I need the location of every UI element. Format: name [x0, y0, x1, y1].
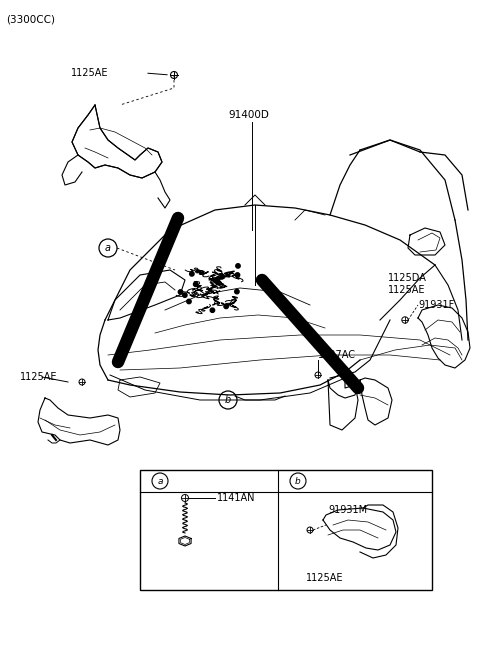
Text: 91400D: 91400D	[228, 110, 269, 120]
Circle shape	[190, 272, 194, 276]
Text: 91931M: 91931M	[328, 505, 367, 515]
Circle shape	[235, 273, 240, 277]
Text: (3300CC): (3300CC)	[6, 14, 55, 24]
Circle shape	[187, 299, 191, 304]
Text: 91931F: 91931F	[418, 300, 454, 310]
Text: b: b	[295, 476, 301, 485]
Circle shape	[220, 274, 224, 279]
Circle shape	[235, 289, 239, 294]
Circle shape	[193, 282, 198, 287]
Text: 1125AE: 1125AE	[388, 285, 425, 295]
Circle shape	[183, 293, 187, 297]
Text: 1141AN: 1141AN	[217, 493, 255, 503]
Text: 1125DA: 1125DA	[388, 273, 427, 283]
Text: 1125AE: 1125AE	[71, 68, 108, 78]
Circle shape	[178, 290, 183, 294]
Circle shape	[210, 308, 215, 312]
Text: a: a	[157, 476, 163, 485]
Text: b: b	[225, 395, 231, 405]
Circle shape	[216, 280, 220, 285]
Text: 1125AE: 1125AE	[20, 372, 58, 382]
Text: a: a	[105, 243, 111, 253]
Text: 1125AE: 1125AE	[306, 573, 344, 583]
Bar	[140, 470, 432, 590]
Circle shape	[224, 304, 228, 308]
Text: 1327AC: 1327AC	[318, 350, 356, 360]
Circle shape	[236, 264, 240, 268]
